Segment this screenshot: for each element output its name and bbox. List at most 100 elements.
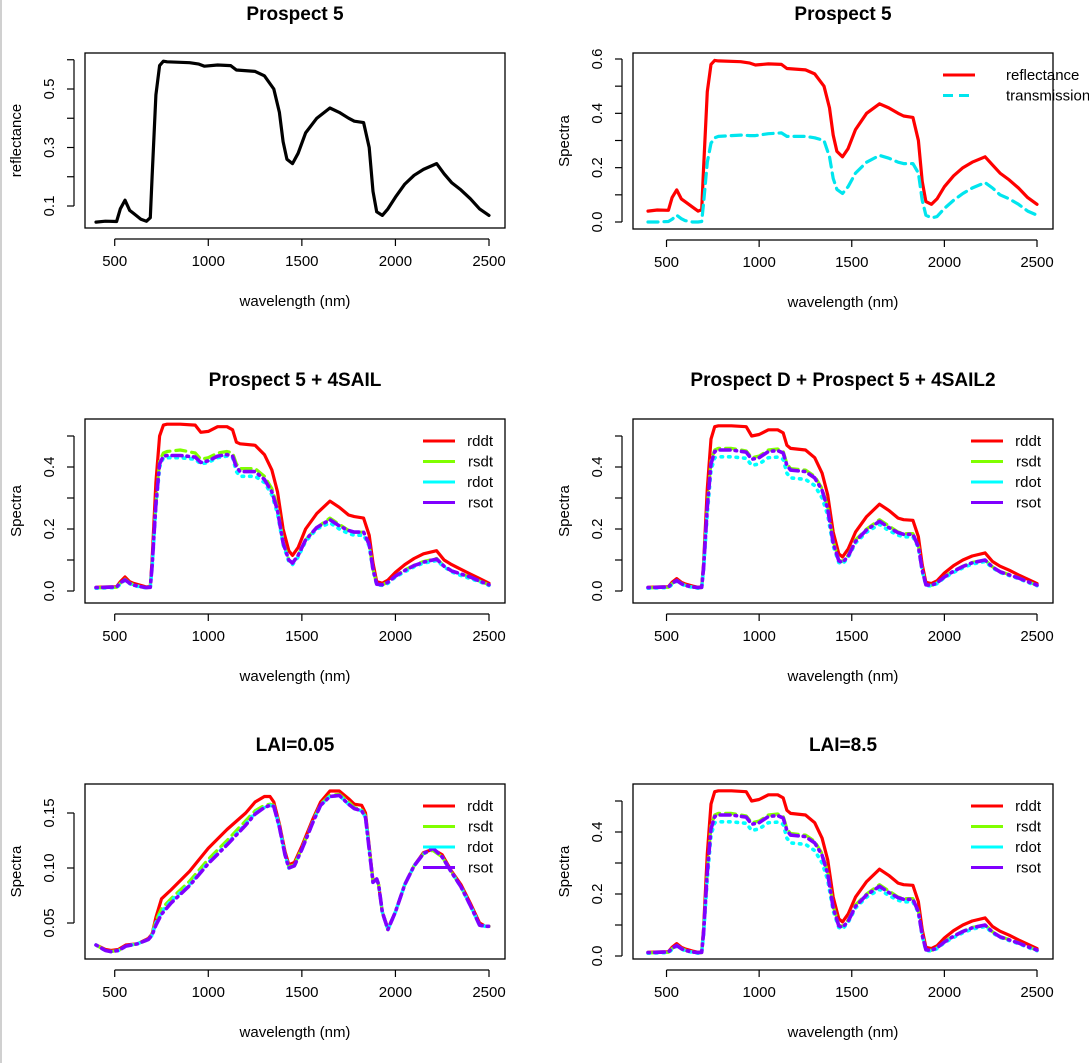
series-line-rsot: [94, 793, 491, 954]
x-tick-label: 2500: [472, 628, 505, 645]
x-axis-label: wavelength (nm): [787, 1024, 899, 1041]
y-tick-label: 0.4: [589, 822, 606, 843]
x-tick-label: 2000: [379, 253, 412, 270]
legend-label: rdot: [467, 839, 494, 856]
chart-panel-3: Prospect 5 + 4SAIL 500 1000 1500 2000 2500 0.0…: [8, 370, 506, 685]
x-tick-label: 1500: [835, 628, 868, 645]
y-tick-label: 0.0: [589, 581, 606, 602]
window-edge: [0, 0, 2, 1063]
x-axis-label: wavelength (nm): [787, 294, 899, 311]
chart-panel-2: Prospect 5 500 1000 1500 2000 2500 0.0 0.2 0.4 0.…: [556, 4, 1089, 311]
legend-label: rdot: [1015, 474, 1042, 491]
plot-frame: [632, 418, 1054, 604]
x-tick-label: 2500: [1020, 984, 1053, 1001]
chart-title: Prospect 5 + 4SAIL: [209, 370, 382, 391]
legend-label: rsdt: [468, 819, 494, 836]
legend: rddt rsdt rdot rsot: [971, 798, 1042, 877]
y-tick-label: 0.2: [589, 884, 606, 905]
y-tick-label: 0.5: [41, 79, 58, 100]
y-tick-label: 0.1: [41, 196, 58, 217]
legend: rddt rsdt rdot rsot: [423, 798, 494, 877]
legend: reflectance transmission: [943, 67, 1089, 105]
y-axis-label: Spectra: [556, 484, 573, 536]
series-line-rsot: [94, 452, 491, 590]
legend: rddt rsdt rdot rsot: [423, 433, 494, 512]
legend-label: rsot: [468, 860, 494, 877]
y-tick-label: 0.05: [41, 908, 58, 937]
x-tick-label: 2000: [928, 984, 961, 1001]
y-tick-label: 0.0: [589, 946, 606, 967]
y-axis-label: Spectra: [8, 845, 25, 897]
y-tick-label: 0.3: [41, 137, 58, 158]
plot-frame: [84, 52, 506, 229]
x-tick-label: 2000: [379, 984, 412, 1001]
x-tick-label: 2500: [1020, 254, 1053, 271]
plot-frame: [632, 783, 1054, 960]
y-tick-label: 0.2: [589, 519, 606, 540]
x-tick-label: 1000: [742, 984, 775, 1001]
series-line-transmission: [646, 131, 1039, 224]
y-axis-label: Spectra: [556, 114, 573, 166]
chart-panel-1: Prospect 5 500 1000 1500 2000 2500 0.1 0.3 0.5 wa…: [8, 4, 506, 310]
chart-title: Prospect 5: [794, 4, 892, 25]
x-axis-label: wavelength (nm): [787, 668, 899, 685]
y-tick-label: 0.2: [589, 157, 606, 178]
legend-label: rdot: [1015, 839, 1042, 856]
x-tick-label: 1000: [742, 254, 775, 271]
y-axis-label: Spectra: [556, 845, 573, 897]
chart-title: Prospect 5: [246, 4, 344, 25]
x-tick-label: 500: [654, 628, 679, 645]
x-tick-label: 2500: [1020, 628, 1053, 645]
legend-label: rddt: [467, 798, 494, 815]
legend-label: rsot: [1016, 860, 1042, 877]
x-tick-label: 2000: [928, 628, 961, 645]
x-tick-label: 1500: [285, 984, 318, 1001]
x-tick-label: 500: [102, 253, 127, 270]
x-tick-label: 1500: [285, 253, 318, 270]
x-tick-label: 1000: [192, 253, 225, 270]
x-axis-label: wavelength (nm): [239, 668, 351, 685]
legend-label: reflectance: [1006, 67, 1079, 84]
x-tick-label: 1500: [285, 628, 318, 645]
y-tick-label: 0.15: [41, 798, 58, 827]
y-axis-label: Spectra: [8, 484, 25, 536]
x-tick-label: 1000: [192, 628, 225, 645]
series-line-rsot: [646, 448, 1039, 590]
legend-label: rdot: [467, 474, 494, 491]
y-tick-label: 0.4: [41, 457, 58, 478]
legend-label: rddt: [467, 433, 494, 450]
x-tick-label: 2000: [928, 254, 961, 271]
legend-label: rsot: [468, 495, 494, 512]
legend-label: rsdt: [1016, 454, 1042, 471]
chart-title: LAI=8.5: [809, 735, 878, 756]
x-tick-label: 500: [654, 254, 679, 271]
series-line-rsot: [646, 813, 1039, 955]
plot-frame: [84, 783, 506, 960]
legend-label: rsdt: [468, 454, 494, 471]
legend-label: rsot: [1016, 495, 1042, 512]
y-tick-label: 0.6: [589, 49, 606, 70]
x-tick-label: 500: [654, 984, 679, 1001]
chart-title: LAI=0.05: [256, 735, 335, 756]
x-axis-label: wavelength (nm): [239, 1024, 351, 1041]
chart-panel-6: LAI=8.5 500 1000 1500 2000 2500 0.0 0.2 0.4 wavel…: [556, 735, 1054, 1041]
x-tick-label: 2500: [472, 253, 505, 270]
y-tick-label: 0.10: [41, 853, 58, 882]
chart-panel-4: Prospect D + Prospect 5 + 4SAIL2 500 1000 1…: [556, 370, 1054, 685]
legend-label: rddt: [1015, 798, 1042, 815]
x-tick-label: 2500: [472, 984, 505, 1001]
legend-label: rsdt: [1016, 819, 1042, 836]
x-tick-label: 1500: [835, 984, 868, 1001]
chart-title: Prospect D + Prospect 5 + 4SAIL2: [690, 370, 995, 391]
x-axis-label: wavelength (nm): [239, 293, 351, 310]
legend-label: rddt: [1015, 433, 1042, 450]
plot-frame: [84, 418, 506, 604]
x-tick-label: 1500: [835, 254, 868, 271]
plot-frame: [632, 52, 1054, 230]
chart-panel-5: LAI=0.05 500 1000 1500 2000 2500 0.05 0.10 0.15 w…: [8, 735, 506, 1041]
y-tick-label: 0.4: [589, 457, 606, 478]
x-tick-label: 1000: [192, 984, 225, 1001]
x-tick-label: 500: [102, 984, 127, 1001]
x-tick-label: 1000: [742, 628, 775, 645]
